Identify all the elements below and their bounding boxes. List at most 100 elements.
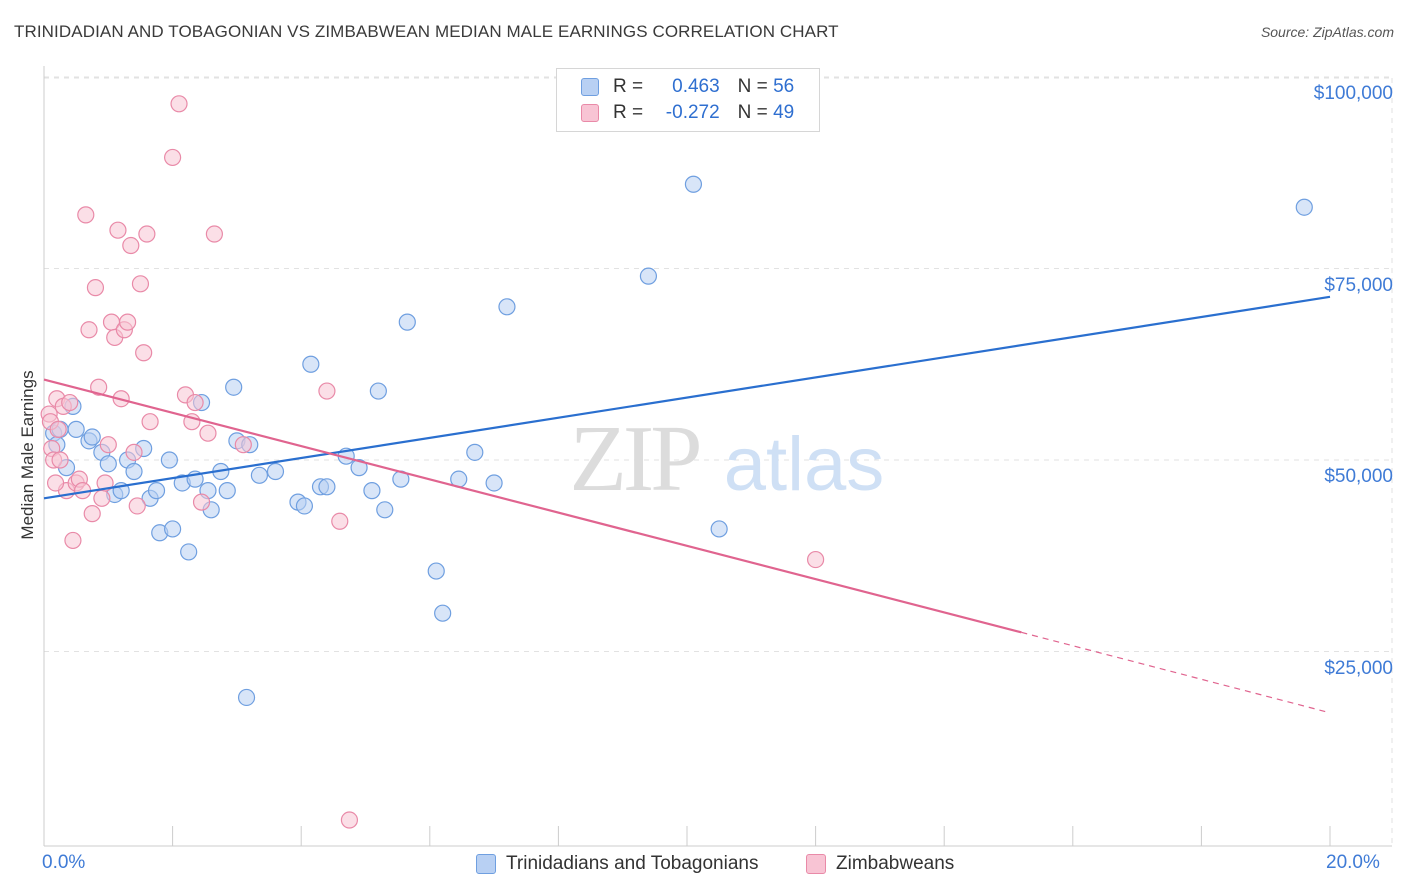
trinidadian-point [237,688,256,707]
legend-row-zimbabwean: R = -0.272 N = 49 [581,101,794,125]
legend-swatch-pink [581,104,599,122]
zimbabwean-point [340,811,359,829]
watermark-zip: ZIP [570,407,700,511]
bottom-legend-swatch-blue [476,854,496,874]
trend-lines [43,295,1331,714]
zimbabwean-point [83,505,101,523]
bottom-legend-zimbabwean: Zimbabweans [806,852,954,876]
trinidadian-point [427,562,445,580]
y-tick-label: $100,000 [1313,83,1393,104]
trinidadian-point [83,428,101,446]
bottom-legend-label: Zimbabweans [836,853,955,874]
zimbabwean-point [170,95,188,113]
y-tick-label: $75,000 [1324,274,1393,296]
legend-n-label: N = [737,102,768,123]
zimbabwean-point [51,451,69,469]
zimbabwean-point [806,550,825,569]
zimbabwean-point [93,489,111,507]
zimbabwean-point [64,531,82,550]
trinidadian-point [376,501,394,519]
y-axis-label: Median Male Earnings [18,370,37,540]
legend-row-trinidadian: R = 0.463 N = 56 [581,75,794,99]
bottom-legend-trinidadian: Trinidadians and Tobagonians [476,852,758,876]
trinidadian-point [318,478,336,496]
zimbabwean-point [128,497,146,515]
zimbabwean-point [186,393,204,412]
zimbabwean-point [125,443,143,461]
trinidadian-point [125,462,143,481]
legend-n-label: N = [737,76,768,97]
zimbabwean-point [164,148,182,167]
zimbabwean-point [141,413,159,431]
trinidadian-point [295,497,314,515]
trinidadian-point [350,459,368,477]
trinidadian-trend-line [43,295,1331,500]
zimbabwean-point [118,313,137,331]
trinidadian-point [164,520,182,538]
zimbabwean-point [138,225,156,243]
legend-r-value: 0.463 [672,76,720,97]
trinidadian-point [218,482,236,500]
watermark-atlas: atlas [724,422,885,507]
bottom-legend-swatch-pink [806,854,826,874]
x-tick-min: 0.0% [42,852,86,873]
zimbabwean-point [77,206,95,224]
legend-n-value: 56 [773,76,795,97]
trinidadian-point [498,298,516,316]
trinidadian-point [147,482,166,500]
trinidadian-point [710,520,728,538]
zimbabwean-point [46,474,65,492]
trinidadian-point [466,443,484,461]
y-tick-label: $50,000 [1324,466,1393,487]
source-label: Source: ZipAtlas.com [1260,24,1394,40]
legend-r-label: R = [613,102,644,123]
zimbabwean-point [199,424,217,442]
trinidadian-point [485,474,503,492]
x-tick-max: 20.0% [1326,852,1380,873]
trinidadian-point [369,382,387,400]
zimbabwean-point [61,393,79,412]
bottom-legend-label: Trinidadians and Tobagonians [506,853,759,874]
zimbabwean-point [96,474,114,492]
trinidadian-point [250,466,269,484]
legend-r-value: -0.272 [665,102,720,123]
zimbabwean-point [109,221,127,239]
zimbabwean-trend-extension [1021,631,1331,714]
zimbabwean-trend-line [43,378,1022,634]
chart-title: TRINIDADIAN AND TOBAGONIAN VS ZIMBABWEAN… [14,22,839,41]
trinidadian-point [639,267,658,285]
trinidadian-point [99,455,117,473]
y-tick-label: $25,000 [1324,657,1393,679]
zimbabwean-point [49,420,67,438]
axes [43,66,1392,847]
correlation-legend: R = 0.463 N = 56 R = -0.272 N = 49 [556,68,820,132]
zimbabwean-point [122,236,140,255]
zimbabwean-point [99,436,117,454]
zimbabwean-point [90,378,108,396]
trinidadian-point [1295,198,1313,216]
legend-n-value: 49 [773,102,795,123]
legend-r-label: R = [613,76,644,97]
zimbabwean-point [131,275,150,293]
trinidadian-point [225,378,243,396]
trinidadian-point [398,313,416,331]
trinidadian-point [266,462,285,481]
trinidadian-point [67,420,85,438]
trinidadian-point [160,451,178,469]
trinidadian-point [302,355,320,373]
zimbabwean-point [205,225,223,243]
data-points [40,95,1313,829]
zimbabwean-point [80,321,98,339]
legend-swatch-blue [581,78,599,96]
watermark: ZIP atlas [570,407,885,511]
trinidadian-point [684,175,703,193]
zimbabwean-point [318,382,336,400]
trinidadian-point [180,543,198,561]
zimbabwean-point [135,344,153,362]
trinidadian-point [434,604,452,622]
zimbabwean-point [192,493,211,511]
trinidadian-point [363,482,381,500]
zimbabwean-point [86,279,105,297]
zimbabwean-point [234,436,252,454]
